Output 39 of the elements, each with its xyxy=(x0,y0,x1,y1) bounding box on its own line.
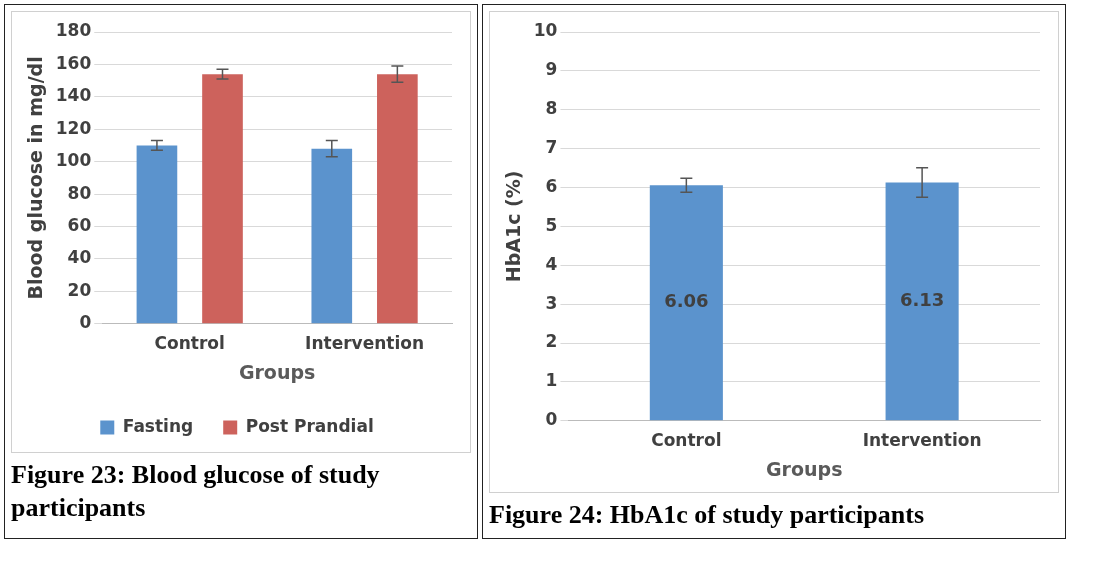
x-tick-label: Intervention xyxy=(862,430,982,451)
data-label: 6.06 xyxy=(664,290,709,312)
y-tick-label: 60 xyxy=(67,214,92,235)
y-tick-label: 3 xyxy=(545,292,558,313)
y-tick-label: 120 xyxy=(55,117,92,138)
y-tick-label: 6 xyxy=(545,175,558,196)
x-tick-label: Intervention xyxy=(305,333,425,354)
caption: Figure 24: HbA1c of study participants xyxy=(489,499,926,531)
x-axis-title: Groups xyxy=(765,457,843,480)
legend-label: Post Prandial xyxy=(245,415,374,436)
x-tick-label: Control xyxy=(651,430,722,451)
y-tick-label: 140 xyxy=(55,85,92,106)
y-tick-label: 7 xyxy=(545,137,558,158)
x-tick-label: Control xyxy=(154,333,225,354)
y-tick-label: 80 xyxy=(67,182,92,203)
y-tick-label: 10 xyxy=(533,20,558,41)
bar xyxy=(377,74,418,324)
y-tick-label: 1 xyxy=(545,370,558,391)
y-tick-label: 8 xyxy=(545,98,558,119)
data-label: 6.13 xyxy=(899,289,945,311)
bar xyxy=(202,74,243,324)
y-tick-label: 9 xyxy=(545,59,558,80)
y-tick-label: 2 xyxy=(545,331,558,352)
y-tick-label: 0 xyxy=(545,409,558,430)
bar xyxy=(136,145,178,324)
y-tick-label: 100 xyxy=(55,150,92,171)
bar xyxy=(311,148,353,324)
y-tick-label: 0 xyxy=(79,312,92,333)
y-tick-label: 180 xyxy=(55,20,92,41)
y-tick-label: 20 xyxy=(67,279,92,300)
y-axis-title: Blood glucose in mg/dl xyxy=(24,56,47,300)
y-tick-label: 160 xyxy=(55,52,92,73)
y-tick-label: 4 xyxy=(545,253,558,274)
y-axis-title: HbA1c (%) xyxy=(502,170,525,283)
x-axis-title: Groups xyxy=(238,360,316,383)
y-tick-label: 5 xyxy=(545,214,558,235)
legend-label: Fasting xyxy=(122,415,194,436)
caption: Figure 23: Blood glucose of study participants xyxy=(11,459,381,524)
y-tick-label: 40 xyxy=(67,247,92,268)
